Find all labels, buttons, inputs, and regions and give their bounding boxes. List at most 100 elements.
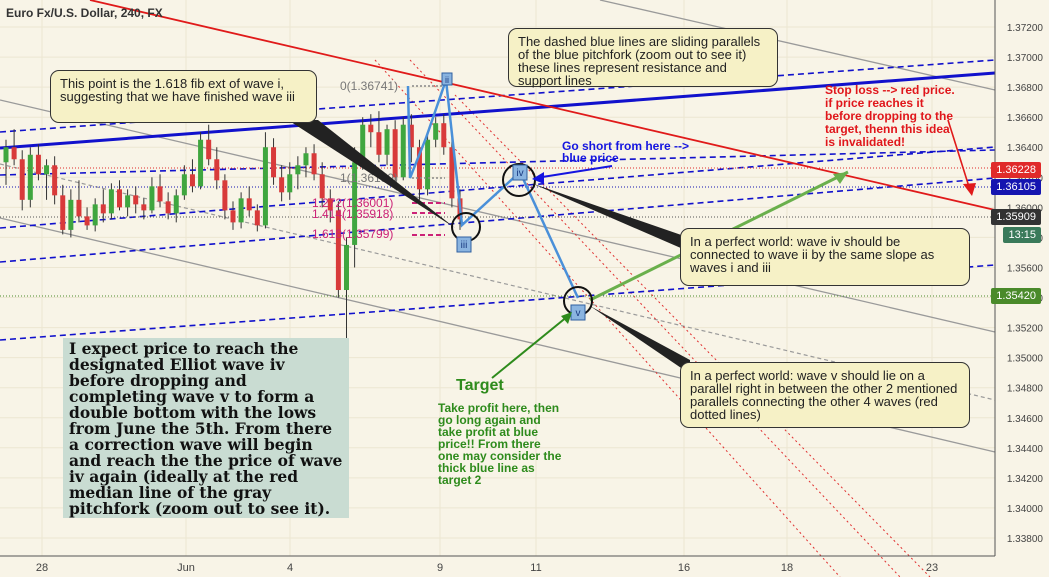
candle-body — [441, 123, 447, 148]
candle-body — [68, 199, 74, 230]
price-tick-label: 1.36000 — [1007, 203, 1044, 214]
price-tick-label: 1.36200 — [1007, 173, 1044, 184]
candle-body — [214, 159, 220, 181]
candle-body — [157, 186, 163, 202]
candle-body — [11, 147, 17, 160]
price-tag: 1.35420 — [991, 288, 1041, 304]
candle-body — [246, 198, 252, 211]
candle-body — [60, 195, 66, 230]
candle-body — [287, 174, 293, 193]
candle-body — [84, 216, 90, 226]
callout-pitchfork: The dashed blue lines are sliding parall… — [508, 28, 778, 87]
candle-body — [344, 244, 349, 291]
wave-label-ii: ii — [445, 75, 449, 85]
candle-body — [295, 165, 301, 175]
time-tick-label: 9 — [437, 562, 443, 574]
candle-body — [52, 165, 58, 196]
candle-body — [271, 147, 277, 178]
candle-body — [165, 201, 171, 214]
price-tick-label: 1.34800 — [1007, 384, 1044, 395]
fib-level-1618: 1.618(1.35799) — [312, 227, 393, 241]
candle-body — [44, 165, 50, 175]
chart-title: Euro Fx/U.S. Dollar, 240, FX — [6, 6, 163, 20]
candle-body — [327, 198, 333, 211]
candle-body — [319, 174, 325, 199]
price-axis-ticks: 1.37200 1.37000 1.36800 1.36600 1.36400 1.362… — [1007, 23, 1044, 545]
target-note: Take profit here, then go long again and… — [438, 401, 562, 487]
candle-body — [173, 195, 179, 214]
candle-body — [117, 189, 122, 208]
candle-body — [206, 139, 212, 160]
price-tick-label: 1.34400 — [1007, 444, 1044, 455]
fib-level-0: 0(1.36741) — [340, 79, 398, 93]
candle-body — [76, 199, 82, 217]
candle-body — [392, 129, 398, 178]
price-tick-label: 1.34200 — [1007, 474, 1044, 485]
candle-body — [384, 129, 390, 155]
fib-level-1272: 1.272(1.36001) — [312, 196, 393, 210]
price-tick-label: 1.36600 — [1007, 113, 1044, 124]
candle-body — [335, 210, 341, 291]
price-tag: 1.36228 — [991, 162, 1041, 178]
price-tag: 1.35909 — [991, 209, 1041, 225]
candle-body — [376, 132, 382, 155]
fib-level-1414: 1.414(1.35918) — [312, 207, 393, 221]
candle-body — [189, 174, 195, 187]
candle-body — [360, 124, 366, 163]
price-tick-label: 1.34000 — [1007, 504, 1044, 515]
candle-body — [92, 204, 98, 226]
candle-body — [303, 153, 309, 166]
price-tick-label: 1.35600 — [1007, 263, 1044, 274]
time-tick-label: Jun — [177, 562, 195, 574]
time-tick-label: 18 — [781, 562, 793, 574]
candle-body — [19, 159, 25, 200]
candle-body — [408, 124, 414, 148]
candle-body — [254, 210, 260, 226]
candle-body — [181, 174, 187, 196]
candle-body — [125, 195, 131, 208]
candle-body — [262, 147, 268, 226]
candle-body — [149, 186, 155, 211]
candle-body — [222, 180, 228, 211]
price-tag: 1.36105 — [991, 179, 1041, 195]
candle-body — [416, 147, 422, 190]
candle-body — [400, 124, 406, 178]
wave-label-v: v — [576, 308, 581, 319]
price-tag: 13:15 — [1003, 227, 1041, 243]
callout-pointers — [288, 119, 976, 379]
price-tick-label: 1.37200 — [1007, 23, 1044, 34]
stop-loss-note: Stop loss --> red price. if price reache… — [825, 83, 955, 149]
callout-wave-iv: In a perfect world: wave iv should be co… — [680, 228, 970, 286]
candle-body — [108, 189, 114, 214]
target-title: Target — [456, 377, 504, 394]
candle-body — [352, 162, 358, 245]
candle-body — [230, 210, 236, 223]
candle-body — [425, 139, 431, 190]
candle-body — [433, 123, 439, 140]
wave-projection: ii iii iv v — [406, 72, 849, 321]
candle-body — [311, 153, 317, 175]
main-thesis-text: I expect price to reach the designated E… — [63, 338, 349, 518]
candle-body — [368, 124, 374, 133]
candle-body — [198, 139, 204, 187]
wave-label-iv: iv — [516, 168, 523, 179]
candle-body — [238, 198, 244, 223]
time-tick-label: 16 — [678, 562, 690, 574]
callout-wave-v: In a perfect world: wave v should lie on… — [680, 362, 970, 428]
candle-body — [141, 204, 147, 211]
price-tick-label: 1.36400 — [1007, 143, 1044, 154]
candle-body — [133, 195, 139, 205]
callout-fib-extension: This point is the 1.618 fib ext of wave … — [50, 70, 317, 123]
candle-body — [3, 147, 9, 163]
candle-body — [449, 147, 455, 199]
time-tick-label: 28 — [36, 562, 48, 574]
price-tick-label: 1.35000 — [1007, 354, 1044, 365]
time-tick-label: 23 — [926, 562, 938, 574]
time-axis-ticks: 28 Jun 4 9 11 16 18 23 — [36, 562, 938, 574]
price-tick-label: 1.33800 — [1007, 534, 1044, 545]
candle-body — [35, 154, 41, 175]
price-tick-label: 1.36800 — [1007, 83, 1044, 94]
go-short-note: Go short from here --> blue price — [562, 139, 690, 165]
